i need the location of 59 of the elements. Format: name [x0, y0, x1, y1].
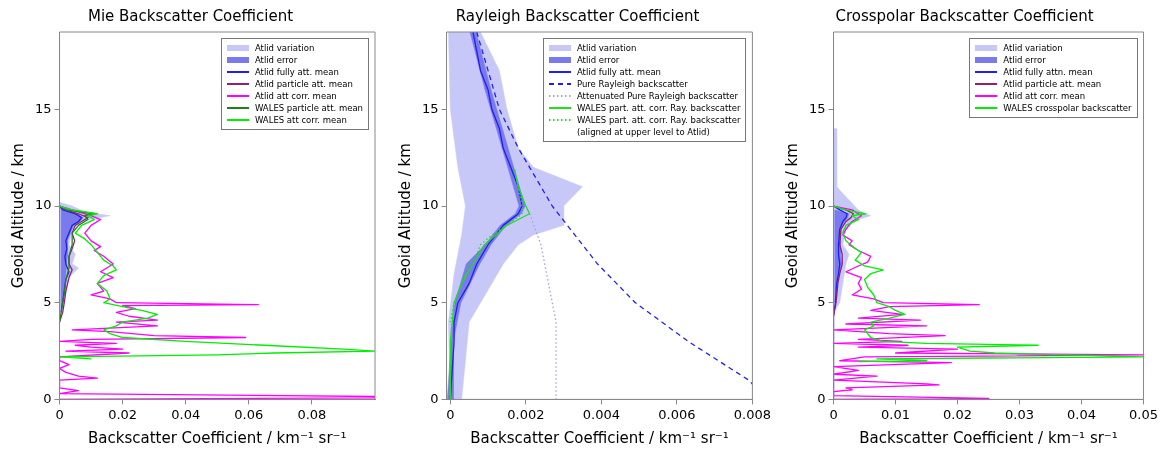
x-tick-label: 0.006	[658, 406, 696, 422]
legend-label: Atlid att corr. mean	[1003, 90, 1086, 102]
x-tick-label: 0.02	[108, 406, 138, 422]
legend-label: WALES crosspolar backscatter	[1003, 102, 1132, 114]
y-tick-label: 10	[809, 197, 826, 213]
legend-label: Atlid particle att. mean	[1003, 78, 1102, 90]
y-tick-label: 5	[43, 294, 52, 310]
x-tick-label: 0	[446, 406, 455, 422]
x-tick-label: 0.002	[507, 406, 545, 422]
chart-title: Rayleigh Backscatter Coefficient	[455, 6, 700, 25]
y-tick-label: 15	[422, 100, 439, 116]
y-axis-title: Geoid Altitude / km	[8, 143, 27, 289]
y-tick-label: 0	[817, 390, 826, 406]
legend-label: Atlid error	[1003, 54, 1046, 66]
legend-label: Pure Rayleigh backscatter	[576, 78, 688, 90]
x-tick-label: 0.03	[1005, 406, 1035, 422]
legend-label: Atlid particle att. mean	[254, 78, 353, 90]
x-tick-label: 0.004	[582, 406, 620, 422]
legend-label: Atlid fully att. mean	[254, 66, 339, 78]
y-tick-label: 0	[430, 390, 439, 406]
x-tick-label: 0.008	[733, 406, 771, 422]
x-tick-label: 0.06	[234, 406, 264, 422]
y-axis-title: Geoid Altitude / km	[395, 143, 414, 289]
legend-label: Atlid error	[576, 54, 620, 66]
chart-title: Crosspolar Backscatter Coefficient	[835, 6, 1094, 25]
legend-label: Atlid fully att. mean	[576, 66, 661, 78]
x-tick-label: 0	[55, 406, 64, 422]
legend-label: Atlid variation	[254, 42, 315, 54]
x-axis-title: Backscatter Coefficient / km⁻¹ sr⁻¹	[859, 428, 1118, 447]
legend-label: WALES part. att. corr. Ray. backscatter (aligned at upper level to Atlid)	[576, 114, 741, 138]
legend-label: Atlid variation	[1003, 42, 1063, 54]
legend-label: Atlid att corr. mean	[254, 90, 337, 102]
x-tick-label: 0.08	[297, 406, 327, 422]
legend-label: Atlid error	[254, 54, 298, 66]
y-tick-label: 15	[809, 100, 826, 116]
x-tick-label: 0.02	[943, 406, 973, 422]
y-tick-label: 5	[817, 294, 826, 310]
chart-title: Mie Backscatter Coefficient	[87, 6, 294, 25]
line-series	[528, 213, 557, 400]
x-axis-title: Backscatter Coefficient / km⁻¹ sr⁻¹	[88, 428, 347, 447]
y-tick-label: 15	[35, 100, 52, 116]
legend-label: Atlid fully attn. mean	[1003, 66, 1093, 78]
legend-label: WALES att corr. mean	[254, 114, 347, 126]
y-tick-label: 0	[43, 390, 52, 406]
y-axis-title: Geoid Altitude / km	[782, 143, 801, 289]
legend-label: WALES particle att. mean	[254, 102, 363, 114]
legend-label: Atlid variation	[576, 42, 637, 54]
y-tick-label: 5	[430, 294, 439, 310]
legend-label: WALES part. att. corr. Ray. backscatter	[576, 102, 741, 114]
legend-label: Attenuated Pure Rayleigh backscatter	[576, 90, 739, 102]
y-tick-label: 10	[422, 197, 439, 213]
x-tick-label: 0.04	[1067, 406, 1097, 422]
x-axis-title: Backscatter Coefficient / km⁻¹ sr⁻¹	[470, 428, 729, 447]
x-tick-label: 0	[829, 406, 838, 422]
x-tick-label: 0.05	[1129, 406, 1158, 422]
x-tick-label: 0.01	[881, 406, 911, 422]
y-tick-label: 10	[35, 197, 52, 213]
x-tick-label: 0.04	[171, 406, 201, 422]
line-series	[476, 32, 753, 385]
